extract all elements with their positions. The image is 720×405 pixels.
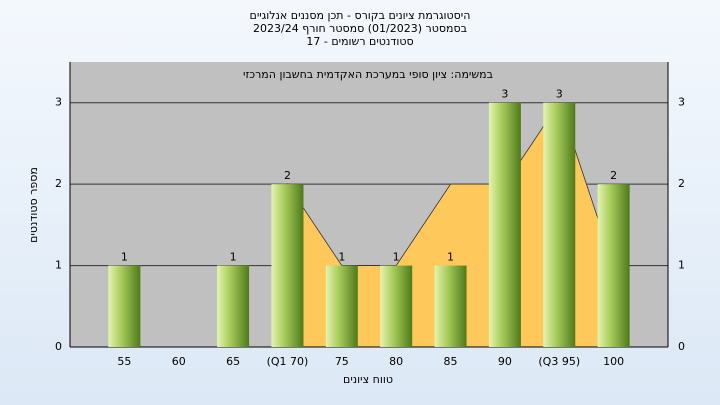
y-tick-label: 3 <box>55 96 62 109</box>
y-tick-label: 1 <box>678 259 685 272</box>
y-tick-label: 3 <box>678 96 685 109</box>
bar <box>325 265 358 347</box>
y-tick-label: 0 <box>678 340 685 353</box>
x-tick-label: 85 <box>444 355 458 368</box>
chart-subtitle: סטודנטים רשומים - 17 <box>306 35 413 48</box>
data-label: 1 <box>230 251 237 264</box>
data-label: 3 <box>501 88 508 101</box>
bar <box>108 265 141 347</box>
data-label: 2 <box>610 169 617 182</box>
chart-subtitle: בסמסטר (01/2023) סמסטר חורף 2023/24 <box>253 22 467 35</box>
bar <box>543 102 576 347</box>
bar <box>271 184 304 347</box>
x-tick-label: 55 <box>117 355 131 368</box>
x-tick-label: 75 <box>335 355 349 368</box>
bar <box>380 265 413 347</box>
data-label: 3 <box>556 88 563 101</box>
y-tick-label: 2 <box>55 177 62 190</box>
bar <box>597 184 630 347</box>
inner-title: במשימה: ציון סופי במערכת האקדמית בחשבון … <box>243 68 493 81</box>
x-tick-label: 60 <box>172 355 186 368</box>
data-label: 1 <box>338 251 345 264</box>
x-tick-label: 65 <box>226 355 240 368</box>
x-tick-label: (Q1 70) <box>267 355 309 368</box>
x-tick-label: (Q3 95) <box>538 355 580 368</box>
data-label: 2 <box>284 169 291 182</box>
x-tick-label: 80 <box>389 355 403 368</box>
y-tick-label: 0 <box>55 340 62 353</box>
bar <box>217 265 250 347</box>
data-label: 1 <box>393 251 400 264</box>
x-tick-label: 90 <box>498 355 512 368</box>
x-tick-label: 100 <box>603 355 624 368</box>
bar <box>488 102 521 347</box>
y-tick-label: 2 <box>678 177 685 190</box>
x-axis-label: טווח ציונים <box>343 373 393 386</box>
chart-title: היסטוגרמת ציונים בקורס - תכן מסננים אנלו… <box>250 9 471 22</box>
bar <box>434 265 467 347</box>
data-label: 1 <box>447 251 454 264</box>
data-label: 1 <box>121 251 128 264</box>
y-axis-label: מספר סטודנטים <box>27 167 40 243</box>
y-tick-label: 1 <box>55 259 62 272</box>
